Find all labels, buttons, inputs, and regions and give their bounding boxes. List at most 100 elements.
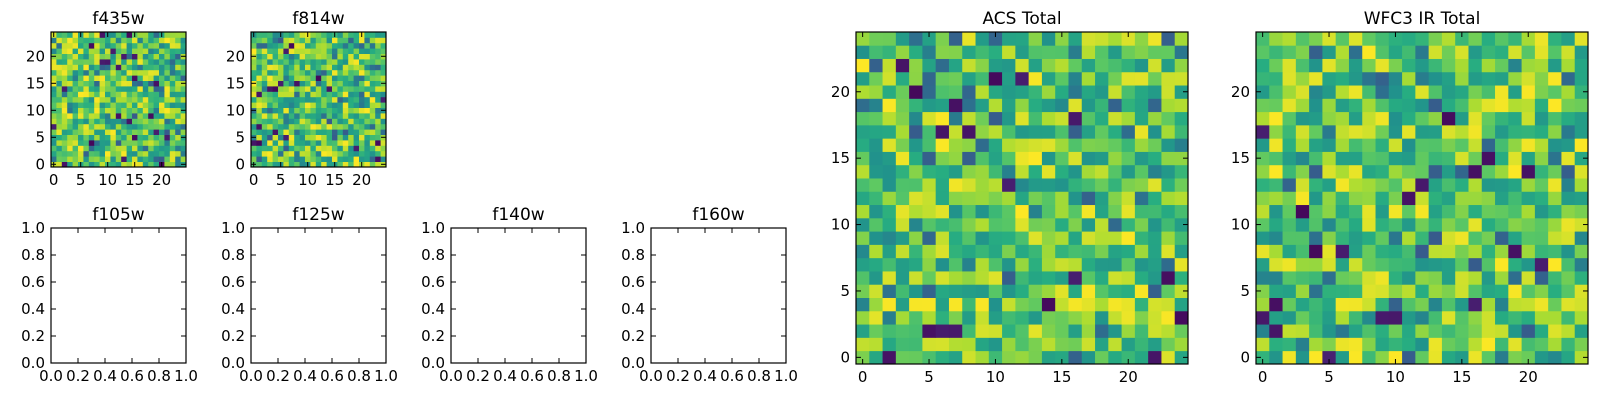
heatmap-cell [1134,284,1149,298]
heatmap-cell [88,156,95,162]
heatmap-cell [1015,58,1030,73]
heatmap-cell [1574,98,1589,113]
heatmap-cell [1134,271,1149,285]
heatmap-cell [353,129,360,135]
heatmap-cell [78,113,84,119]
heatmap-cell [267,123,273,130]
heatmap-cell [988,257,1003,272]
heatmap-cell [175,64,181,71]
heatmap-cell [1015,217,1030,232]
heatmap-cell [1455,71,1469,86]
heatmap-cell [315,37,322,44]
heatmap-cell [1121,337,1136,352]
heatmap-cell [1134,297,1149,312]
heatmap-cell [121,48,127,54]
heatmap-cell [256,37,263,44]
heatmap-cell [1561,350,1576,365]
heatmap-cell [1481,124,1496,139]
heatmap-cell [1322,58,1337,73]
heatmap-cell [148,102,154,108]
heatmap-cell [364,64,371,71]
heatmap-cell [1335,337,1350,352]
heatmap-cell [1441,138,1456,152]
heatmap-cell [1174,297,1189,312]
heatmap-cell [164,80,171,87]
heatmap-cell [1322,71,1337,86]
heatmap-cell [305,129,311,135]
heatmap-cell [278,96,284,103]
heatmap-cell [1468,138,1483,152]
heatmap-cell [1415,151,1430,166]
heatmap-cell [909,164,923,179]
heatmap-cell [909,257,923,272]
y-tick-label: 5 [35,128,45,146]
heatmap-cell [272,107,279,114]
heatmap-cell [1309,111,1323,126]
heatmap-cell [1441,324,1456,338]
heatmap-cell [380,145,387,152]
heatmap-cell [380,156,387,162]
heatmap-cell [310,161,317,168]
heatmap-cell [359,59,365,65]
heatmap-cell [359,156,365,162]
heatmap-cell [294,134,300,141]
heatmap-cell [1561,124,1576,139]
heatmap-cell [332,118,338,125]
heatmap-cell [359,123,365,130]
heatmap-cell [1534,178,1549,192]
heatmap-cell [72,86,79,92]
heatmap-cell [988,71,1003,86]
heatmap-cell [56,53,63,60]
heatmap-cell [137,107,144,114]
heatmap-cell [294,32,300,38]
heatmap-cell [1148,310,1162,325]
heatmap-cell [375,86,381,92]
heatmap-cell [856,178,870,192]
heatmap-cell [895,124,910,139]
heatmap-cell [1441,284,1456,298]
heatmap-cell [1041,297,1056,312]
heatmap-cell [922,204,937,219]
heatmap-cell [88,118,95,125]
heatmap-cell [1335,58,1350,73]
heatmap-cell [326,102,333,108]
heatmap-cell [1561,151,1576,166]
heatmap-cell [88,37,95,44]
heatmap-cell [132,86,138,92]
heatmap-cell [1148,138,1162,152]
heatmap-cell [1428,191,1443,206]
heatmap-cell [948,178,963,192]
heatmap-cell [137,91,144,98]
heatmap-cell [67,140,73,146]
heatmap-cell [1028,111,1043,126]
heatmap-cell [348,48,354,54]
heatmap-cell [1415,271,1430,285]
heatmap-cell [175,113,181,119]
heatmap-cell [1375,297,1390,312]
heatmap-cell [94,48,100,54]
heatmap-cell [105,59,111,65]
heatmap-cell [935,271,950,285]
heatmap-cell [1081,191,1096,206]
y-tick-label: 0 [35,155,45,173]
heatmap-cell [1428,231,1443,245]
heatmap-cell [1534,217,1549,232]
heatmap-cell [1028,271,1043,285]
heatmap-cell [61,107,68,114]
heatmap-cell [1055,32,1069,46]
heatmap-cell [1134,324,1149,338]
heatmap-cell [159,53,165,60]
heatmap-cell [94,59,100,65]
heatmap-cell [278,53,284,60]
heatmap-cell [1335,151,1350,166]
heatmap-cell [1256,217,1270,232]
heatmap-cell [332,75,338,81]
heatmap-cell [1095,45,1109,59]
heatmap-cell [288,102,295,108]
heatmap-cell [94,96,100,103]
heatmap-cell [369,64,376,71]
heatmap-cell [342,140,349,146]
heatmap-cell [132,48,138,54]
heatmap-cell [948,257,963,272]
heatmap-cell [126,140,133,146]
